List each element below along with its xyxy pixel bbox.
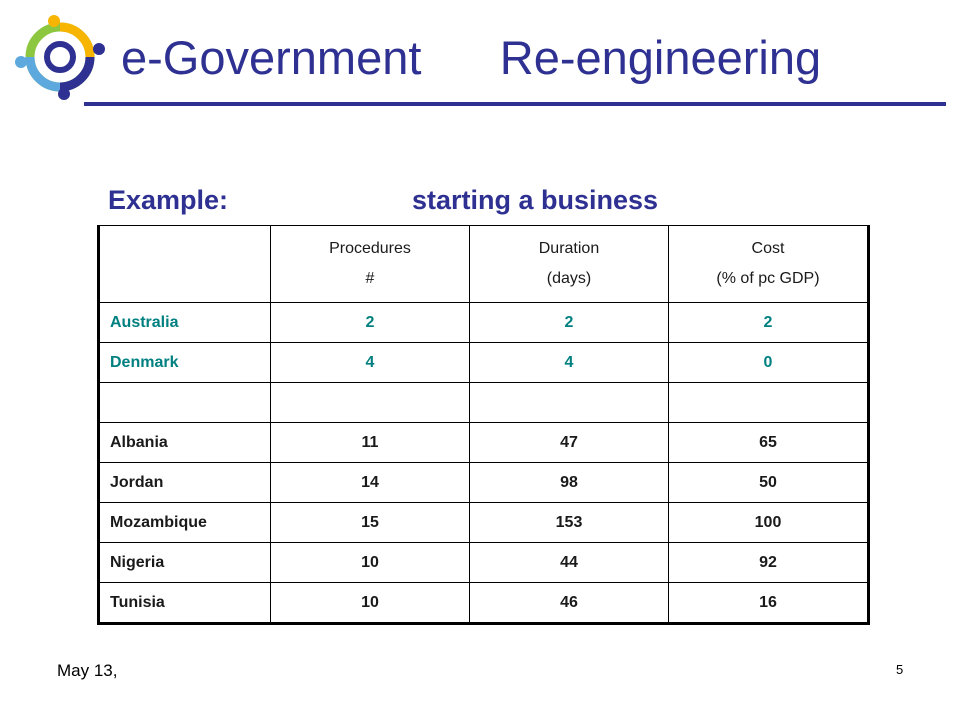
- logo-icon: [15, 15, 105, 100]
- table-row: Mozambique 15 153 100: [98, 502, 869, 543]
- table-row: Albania 11 47 65: [98, 422, 869, 463]
- title-divider: [84, 102, 946, 106]
- table-header-row: Procedures # Duration (days) Cost (% of …: [98, 225, 869, 303]
- duration-cell: 46: [469, 582, 669, 624]
- duration-cell: 2: [469, 302, 669, 343]
- duration-cell: 47: [469, 422, 669, 463]
- cost-cell: 50: [668, 462, 869, 503]
- table-row: Tunisia 10 46 16: [98, 582, 869, 624]
- duration-cell: 98: [469, 462, 669, 503]
- country-cell: Mozambique: [98, 502, 271, 543]
- cost-cell: 92: [668, 542, 869, 583]
- cost-cell: 16: [668, 582, 869, 624]
- procedures-cell: 2: [270, 302, 470, 343]
- table-row: Jordan 14 98 50: [98, 462, 869, 503]
- table-row: Denmark 4 4 0: [98, 342, 869, 383]
- country-cell: Australia: [98, 302, 271, 343]
- page-title: e-Government Re-engineering: [121, 31, 822, 84]
- business-start-table: Procedures # Duration (days) Cost (% of …: [97, 225, 870, 625]
- duration-cell: 4: [469, 342, 669, 383]
- procedures-cell: 15: [270, 502, 470, 543]
- country-cell: Jordan: [98, 462, 271, 503]
- country-cell: [98, 382, 271, 423]
- header-cell-country: [98, 225, 271, 303]
- duration-cell: 153: [469, 502, 669, 543]
- country-cell: Tunisia: [98, 582, 271, 624]
- header-cell-cost: Cost (% of pc GDP): [668, 225, 869, 303]
- procedures-cell: [270, 382, 470, 423]
- page-number: 5: [896, 662, 904, 677]
- cost-cell: 65: [668, 422, 869, 463]
- procedures-cell: 14: [270, 462, 470, 503]
- cost-cell: 100: [668, 502, 869, 543]
- country-cell: Nigeria: [98, 542, 271, 583]
- procedures-cell: 4: [270, 342, 470, 383]
- duration-cell: 44: [469, 542, 669, 583]
- example-label: Example:: [108, 185, 229, 215]
- table-row: Australia 2 2 2: [98, 302, 869, 343]
- header-cell-duration: Duration (days): [469, 225, 669, 303]
- table-row: Nigeria 10 44 92: [98, 542, 869, 583]
- example-topic: starting a business: [412, 185, 659, 215]
- procedures-cell: 10: [270, 582, 470, 624]
- footer-date: May 13,: [57, 661, 118, 680]
- country-cell: Denmark: [98, 342, 271, 383]
- header-cell-procedures: Procedures #: [270, 225, 470, 303]
- cost-cell: [668, 382, 869, 423]
- duration-cell: [469, 382, 669, 423]
- procedures-cell: 10: [270, 542, 470, 583]
- cost-cell: 0: [668, 342, 869, 383]
- table-row-spacer: [98, 382, 869, 423]
- cost-cell: 2: [668, 302, 869, 343]
- procedures-cell: 11: [270, 422, 470, 463]
- country-cell: Albania: [98, 422, 271, 463]
